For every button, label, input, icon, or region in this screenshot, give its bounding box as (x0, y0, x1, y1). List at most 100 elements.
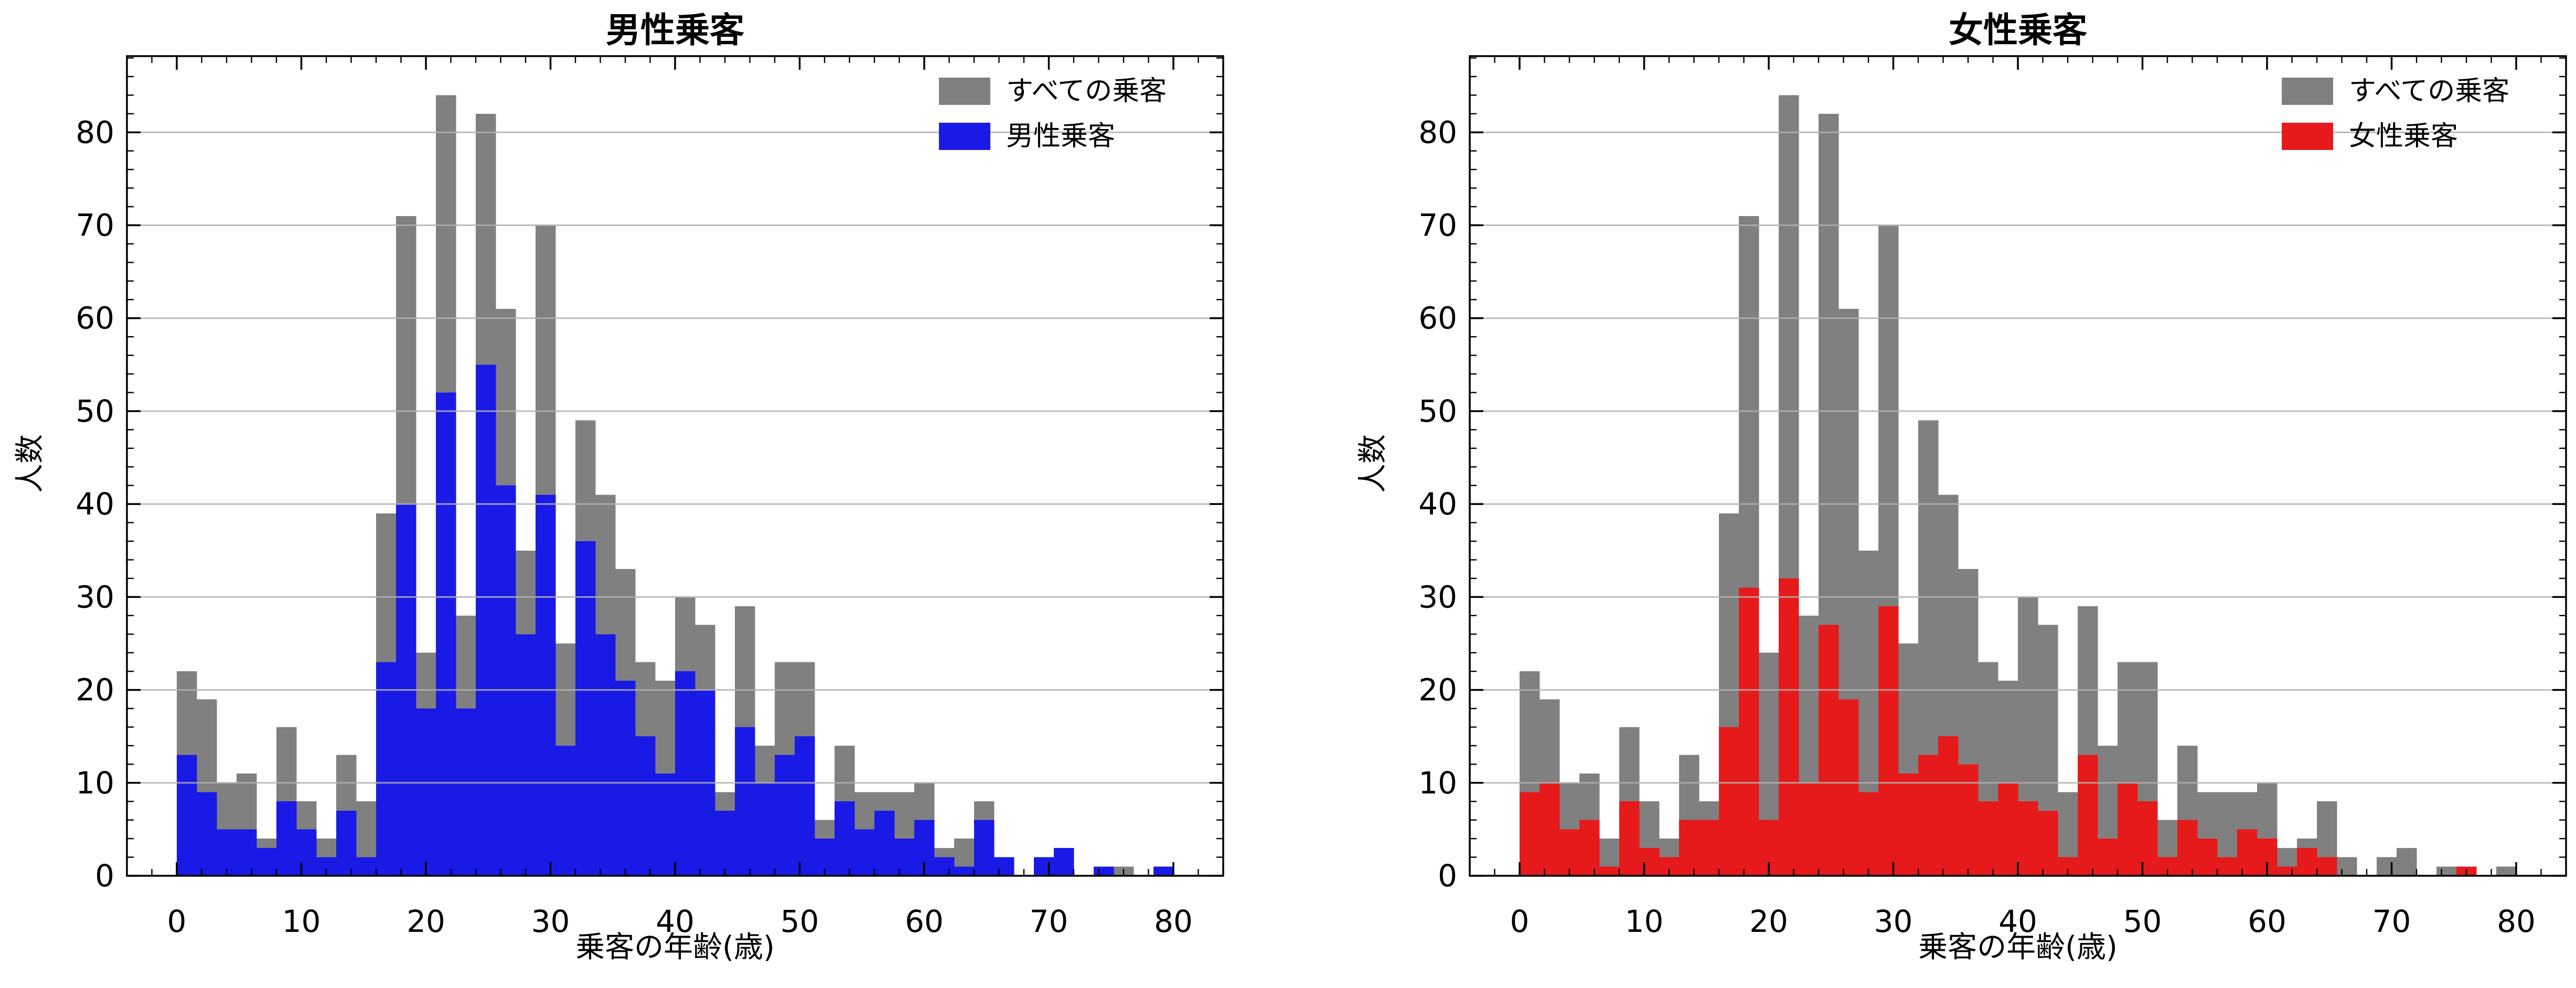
bar-male (894, 839, 915, 876)
legend-swatch-female (2282, 123, 2333, 150)
x-tick-label: 0 (167, 904, 187, 939)
bar-male (496, 485, 516, 876)
legend-entry-all: すべての乗客 (939, 77, 1167, 106)
bar-female (1719, 727, 1739, 876)
bar-female (1839, 699, 1859, 876)
y-tick-label: 80 (76, 114, 114, 150)
bar-male (456, 708, 476, 876)
bar-female (2098, 839, 2118, 876)
y-tick-label: 50 (76, 393, 114, 429)
y-tick-label: 40 (1418, 486, 1457, 522)
y-tick-label: 0 (1438, 858, 1457, 894)
x-tick-label: 70 (1030, 904, 1068, 939)
x-tick-label: 30 (531, 904, 570, 939)
series-male (177, 364, 1174, 876)
bar-all (2397, 847, 2417, 876)
legend-entry-female: 女性乗客 (2282, 122, 2458, 151)
bar-male (854, 829, 875, 876)
y-tick-label: 30 (1418, 579, 1457, 615)
bar-female (1878, 606, 1899, 876)
x-tick-label: 40 (656, 904, 694, 939)
bar-female (2197, 839, 2218, 876)
bar-female (1918, 755, 1939, 876)
bar-female (2137, 801, 2158, 876)
bar-male (874, 810, 895, 876)
y-tick-label: 10 (1418, 765, 1457, 801)
x-tick-label: 80 (2497, 904, 2536, 939)
bar-female (2177, 820, 2198, 876)
legend-label-all: すべての乗客 (1006, 76, 1167, 107)
legend-label-male: 男性乗客 (1006, 121, 1116, 152)
bar-female (1819, 625, 1839, 876)
bar-female (2217, 857, 2238, 876)
y-tick-label: 70 (1418, 208, 1457, 243)
plot-female: 0 10 20 30 40 50 60 70 80 0 10 20 30 40 50 60 70 80 (1418, 55, 2567, 939)
legend-label-all: すべての乗客 (2349, 76, 2510, 107)
bar-male (974, 820, 995, 876)
legend-swatch-male (939, 123, 990, 150)
bar-male (356, 857, 377, 876)
bar-female (1739, 587, 1759, 876)
bar-female (2297, 847, 2317, 876)
bar-male (715, 810, 735, 876)
bar-female (2317, 857, 2337, 876)
left-plot-legend: すべての乗客 男性乗客 (939, 77, 1167, 151)
bar-male (436, 392, 456, 876)
bar-male (237, 829, 257, 876)
x-tick-label: 40 (1998, 904, 2037, 939)
bar-female (1898, 774, 1919, 876)
series-all (1520, 95, 2517, 876)
bar-female (1679, 820, 1699, 876)
right-plot-xlabel: 乗客の年齢(歳) (1918, 930, 2118, 964)
axes-frame (1469, 55, 2567, 877)
bar-male (336, 810, 357, 876)
bar-male (276, 801, 297, 876)
x-tick-label: 60 (2248, 904, 2286, 939)
legend-label-female: 女性乗客 (2349, 121, 2459, 152)
bar-female (2118, 782, 2138, 876)
bar-female (1559, 829, 1580, 876)
bar-female (1639, 847, 1660, 876)
right-plot-legend: すべての乗客 女性乗客 (2282, 77, 2509, 151)
bar-male (1094, 866, 1114, 876)
ticks (1469, 56, 2567, 877)
x-tick-label: 20 (1749, 904, 1788, 939)
bar-all (2377, 857, 2397, 876)
bar-female (1958, 764, 1979, 876)
bar-male (256, 847, 277, 876)
y-tick-label: 20 (1418, 672, 1457, 708)
bar-male (217, 829, 237, 876)
x-tick-label: 30 (1874, 904, 1913, 939)
legend-swatch-all (939, 78, 990, 105)
left-plot-ylabel: 人数 (13, 434, 47, 493)
bar-male (994, 857, 1014, 876)
y-tick-label: 40 (76, 486, 114, 522)
bar-all (2337, 857, 2357, 876)
legend-entry-male: 男性乗客 (939, 122, 1115, 151)
legend-entry-all: すべての乗客 (2282, 77, 2509, 106)
bar-female (1579, 820, 1600, 876)
bar-male (476, 364, 496, 876)
axes-frame (126, 55, 1224, 877)
bar-male (177, 755, 197, 876)
bar-male (536, 495, 556, 876)
bar-all (2496, 866, 2517, 876)
bar-male (1054, 847, 1074, 876)
bar-female (2277, 866, 2297, 876)
x-tick-label: 10 (1625, 904, 1664, 939)
x-tick-label: 20 (407, 904, 445, 939)
right-plot-ylabel: 人数 (1356, 434, 1390, 493)
left-plot-xlabel: 乗客の年齢(歳) (575, 930, 775, 964)
bar-male (735, 727, 755, 876)
left-plot-title: 男性乗客 (606, 10, 744, 50)
bar-female (1540, 782, 1560, 876)
bar-all (2436, 866, 2457, 876)
bar-female (2018, 801, 2038, 876)
y-tick-label: 60 (1418, 300, 1457, 336)
y-tick-label: 20 (76, 672, 114, 708)
bar-male (197, 792, 217, 876)
bar-male (1034, 857, 1054, 876)
bar-male (675, 671, 696, 876)
